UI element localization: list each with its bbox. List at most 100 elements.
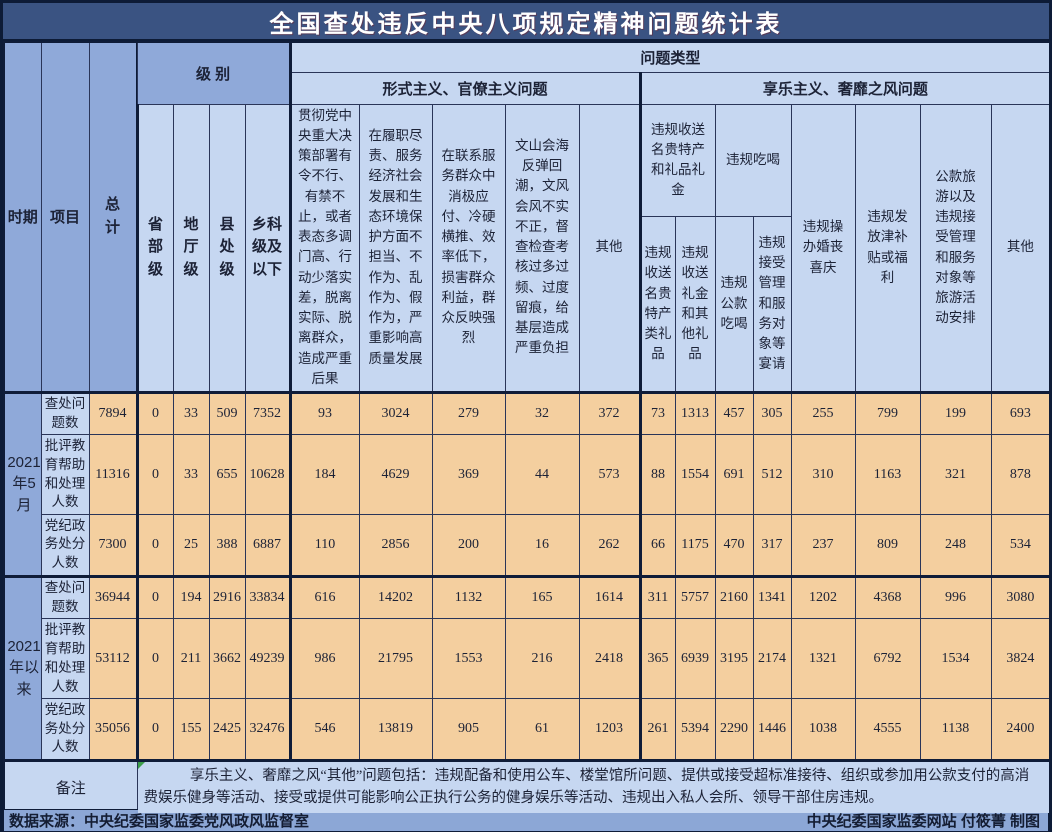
header-formalism-col-1: 贯彻党中央重大决策部署有令不行、有禁不止，或者表态多调门高、行动少落实差，脱离实… <box>288 103 360 393</box>
value-cell: 311 <box>638 574 676 620</box>
value-cell: 878 <box>990 434 1051 516</box>
table-body: 2021年5月 查处问题数 7894 0 33 509 7352 93 3024 279 32 372… <box>3 390 1051 761</box>
value-cell: 305 <box>752 390 792 436</box>
value-cell: 88 <box>638 434 676 516</box>
value-cell: 809 <box>854 514 921 577</box>
value-cell: 32476 <box>244 698 291 761</box>
value-cell: 3024 <box>358 390 433 436</box>
header-formalism-col-4: 文山会海反弹回潮，文风会风不实不正，督查检查考核过多过频、过度留痕，给基层造成严… <box>504 103 580 393</box>
value-cell: 1341 <box>752 574 792 620</box>
value-cell: 3080 <box>990 574 1051 620</box>
period-cell: 2021年以来 <box>3 574 42 761</box>
value-cell: 33834 <box>244 574 291 620</box>
value-cell: 165 <box>504 574 580 620</box>
value-cell: 6887 <box>244 514 291 577</box>
header-formalism-col-2: 在履职尽责、服务经济社会发展和生态环境保护方面不担当、不作为、乱作为、假作为，严… <box>358 103 433 393</box>
header-allowance-col: 违规发放津补贴或福利 <box>854 103 921 393</box>
value-cell: 693 <box>990 390 1051 436</box>
value-cell: 6792 <box>854 618 921 700</box>
value-cell: 1202 <box>790 574 856 620</box>
header-hedonism-other-col: 其他 <box>990 103 1051 393</box>
value-cell: 691 <box>714 434 754 516</box>
value-cell: 512 <box>752 434 792 516</box>
header-wedding-col: 违规操办婚丧喜庆 <box>790 103 856 393</box>
value-cell: 35056 <box>88 698 138 761</box>
value-cell: 1446 <box>752 698 792 761</box>
value-cell: 1203 <box>578 698 641 761</box>
value-cell: 33 <box>172 434 210 516</box>
value-cell: 317 <box>752 514 792 577</box>
header-formalism-col-3: 在联系服务群众中消极应付、冷硬横推、效率低下，损害群众利益，群众反映强烈 <box>431 103 506 393</box>
value-cell: 0 <box>135 618 174 700</box>
header-level-provincial: 省部级 <box>135 103 174 393</box>
value-cell: 32 <box>504 390 580 436</box>
header-gifts-col-2: 违规收送礼金和其他礼品 <box>674 215 716 394</box>
value-cell: 616 <box>288 574 360 620</box>
value-cell: 996 <box>919 574 992 620</box>
value-cell: 546 <box>288 698 360 761</box>
value-cell: 1163 <box>854 434 921 516</box>
table-header: 时期 项目 总计 级 别 问题类型 形式主义、官僚主义问题 享乐主义、奢靡之风问… <box>3 41 1051 394</box>
value-cell: 3662 <box>208 618 246 700</box>
header-period: 时期 <box>3 41 42 393</box>
value-cell: 7352 <box>244 390 291 436</box>
table-row: 2021年5月 查处问题数 7894 0 33 509 7352 93 3024 279 32 372… <box>3 390 1051 577</box>
value-cell: 534 <box>990 514 1051 577</box>
value-cell: 2425 <box>208 698 246 761</box>
value-cell: 573 <box>578 434 641 516</box>
header-level-prefecture: 地厅级 <box>172 103 210 393</box>
value-cell: 509 <box>208 390 246 436</box>
value-cell: 2400 <box>990 698 1051 761</box>
header-formalism-group: 形式主义、官僚主义问题 <box>288 71 641 105</box>
value-cell: 33 <box>172 390 210 436</box>
value-cell: 369 <box>431 434 506 516</box>
header-gifts-group: 违规收送名贵特产和礼品礼金 <box>638 103 716 217</box>
value-cell: 1313 <box>674 390 716 436</box>
value-cell: 11316 <box>88 434 138 516</box>
value-cell: 1553 <box>431 618 506 700</box>
statistics-table: 时期 项目 总计 级 别 问题类型 形式主义、官僚主义问题 享乐主义、奢靡之风问… <box>3 41 1052 815</box>
header-gifts-col-1: 违规收送名贵特产类礼品 <box>638 215 676 394</box>
row-label: 批评教育帮助和处理人数 <box>40 618 90 700</box>
value-cell: 14202 <box>358 574 433 620</box>
value-cell: 61 <box>504 698 580 761</box>
value-cell: 155 <box>172 698 210 761</box>
value-cell: 2856 <box>358 514 433 577</box>
value-cell: 66 <box>638 514 676 577</box>
value-cell: 0 <box>135 514 174 577</box>
value-cell: 211 <box>172 618 210 700</box>
value-cell: 216 <box>504 618 580 700</box>
value-cell: 36944 <box>88 574 138 620</box>
value-cell: 2916 <box>208 574 246 620</box>
table-row: 2021年以来 查处问题数 36944 0 194 2916 33834 616 14202 11… <box>3 574 1051 761</box>
title-bar: 全国查处违反中央八项规定精神问题统计表 <box>3 3 1049 39</box>
value-cell: 73 <box>638 390 676 436</box>
note-label: 备注 <box>3 758 138 815</box>
value-cell: 194 <box>172 574 210 620</box>
value-cell: 255 <box>790 390 856 436</box>
value-cell: 0 <box>135 390 174 436</box>
value-cell: 0 <box>135 698 174 761</box>
value-cell: 44 <box>504 434 580 516</box>
value-cell: 110 <box>288 514 360 577</box>
value-cell: 905 <box>431 698 506 761</box>
value-cell: 4555 <box>854 698 921 761</box>
header-total: 总计 <box>88 41 138 393</box>
value-cell: 6939 <box>674 618 716 700</box>
value-cell: 16 <box>504 514 580 577</box>
value-cell: 3824 <box>990 618 1051 700</box>
value-cell: 799 <box>854 390 921 436</box>
value-cell: 199 <box>919 390 992 436</box>
value-cell: 310 <box>790 434 856 516</box>
header-dining-group: 违规吃喝 <box>714 103 792 217</box>
header-dining-col-2: 违规接受管理和服务对象等宴请 <box>752 215 792 394</box>
table-row: 党纪政务处分人数 7300 0 25 388 6887 110 2856 200 16 262 66 1… <box>4 514 1051 577</box>
value-cell: 1038 <box>790 698 856 761</box>
page-title: 全国查处违反中央八项规定精神问题统计表 <box>269 10 783 38</box>
header-problem-type-group: 问题类型 <box>288 41 1051 73</box>
value-cell: 279 <box>431 390 506 436</box>
header-level-group: 级 别 <box>136 41 291 105</box>
value-cell: 184 <box>288 434 360 516</box>
value-cell: 53112 <box>88 618 138 700</box>
value-cell: 986 <box>288 618 360 700</box>
